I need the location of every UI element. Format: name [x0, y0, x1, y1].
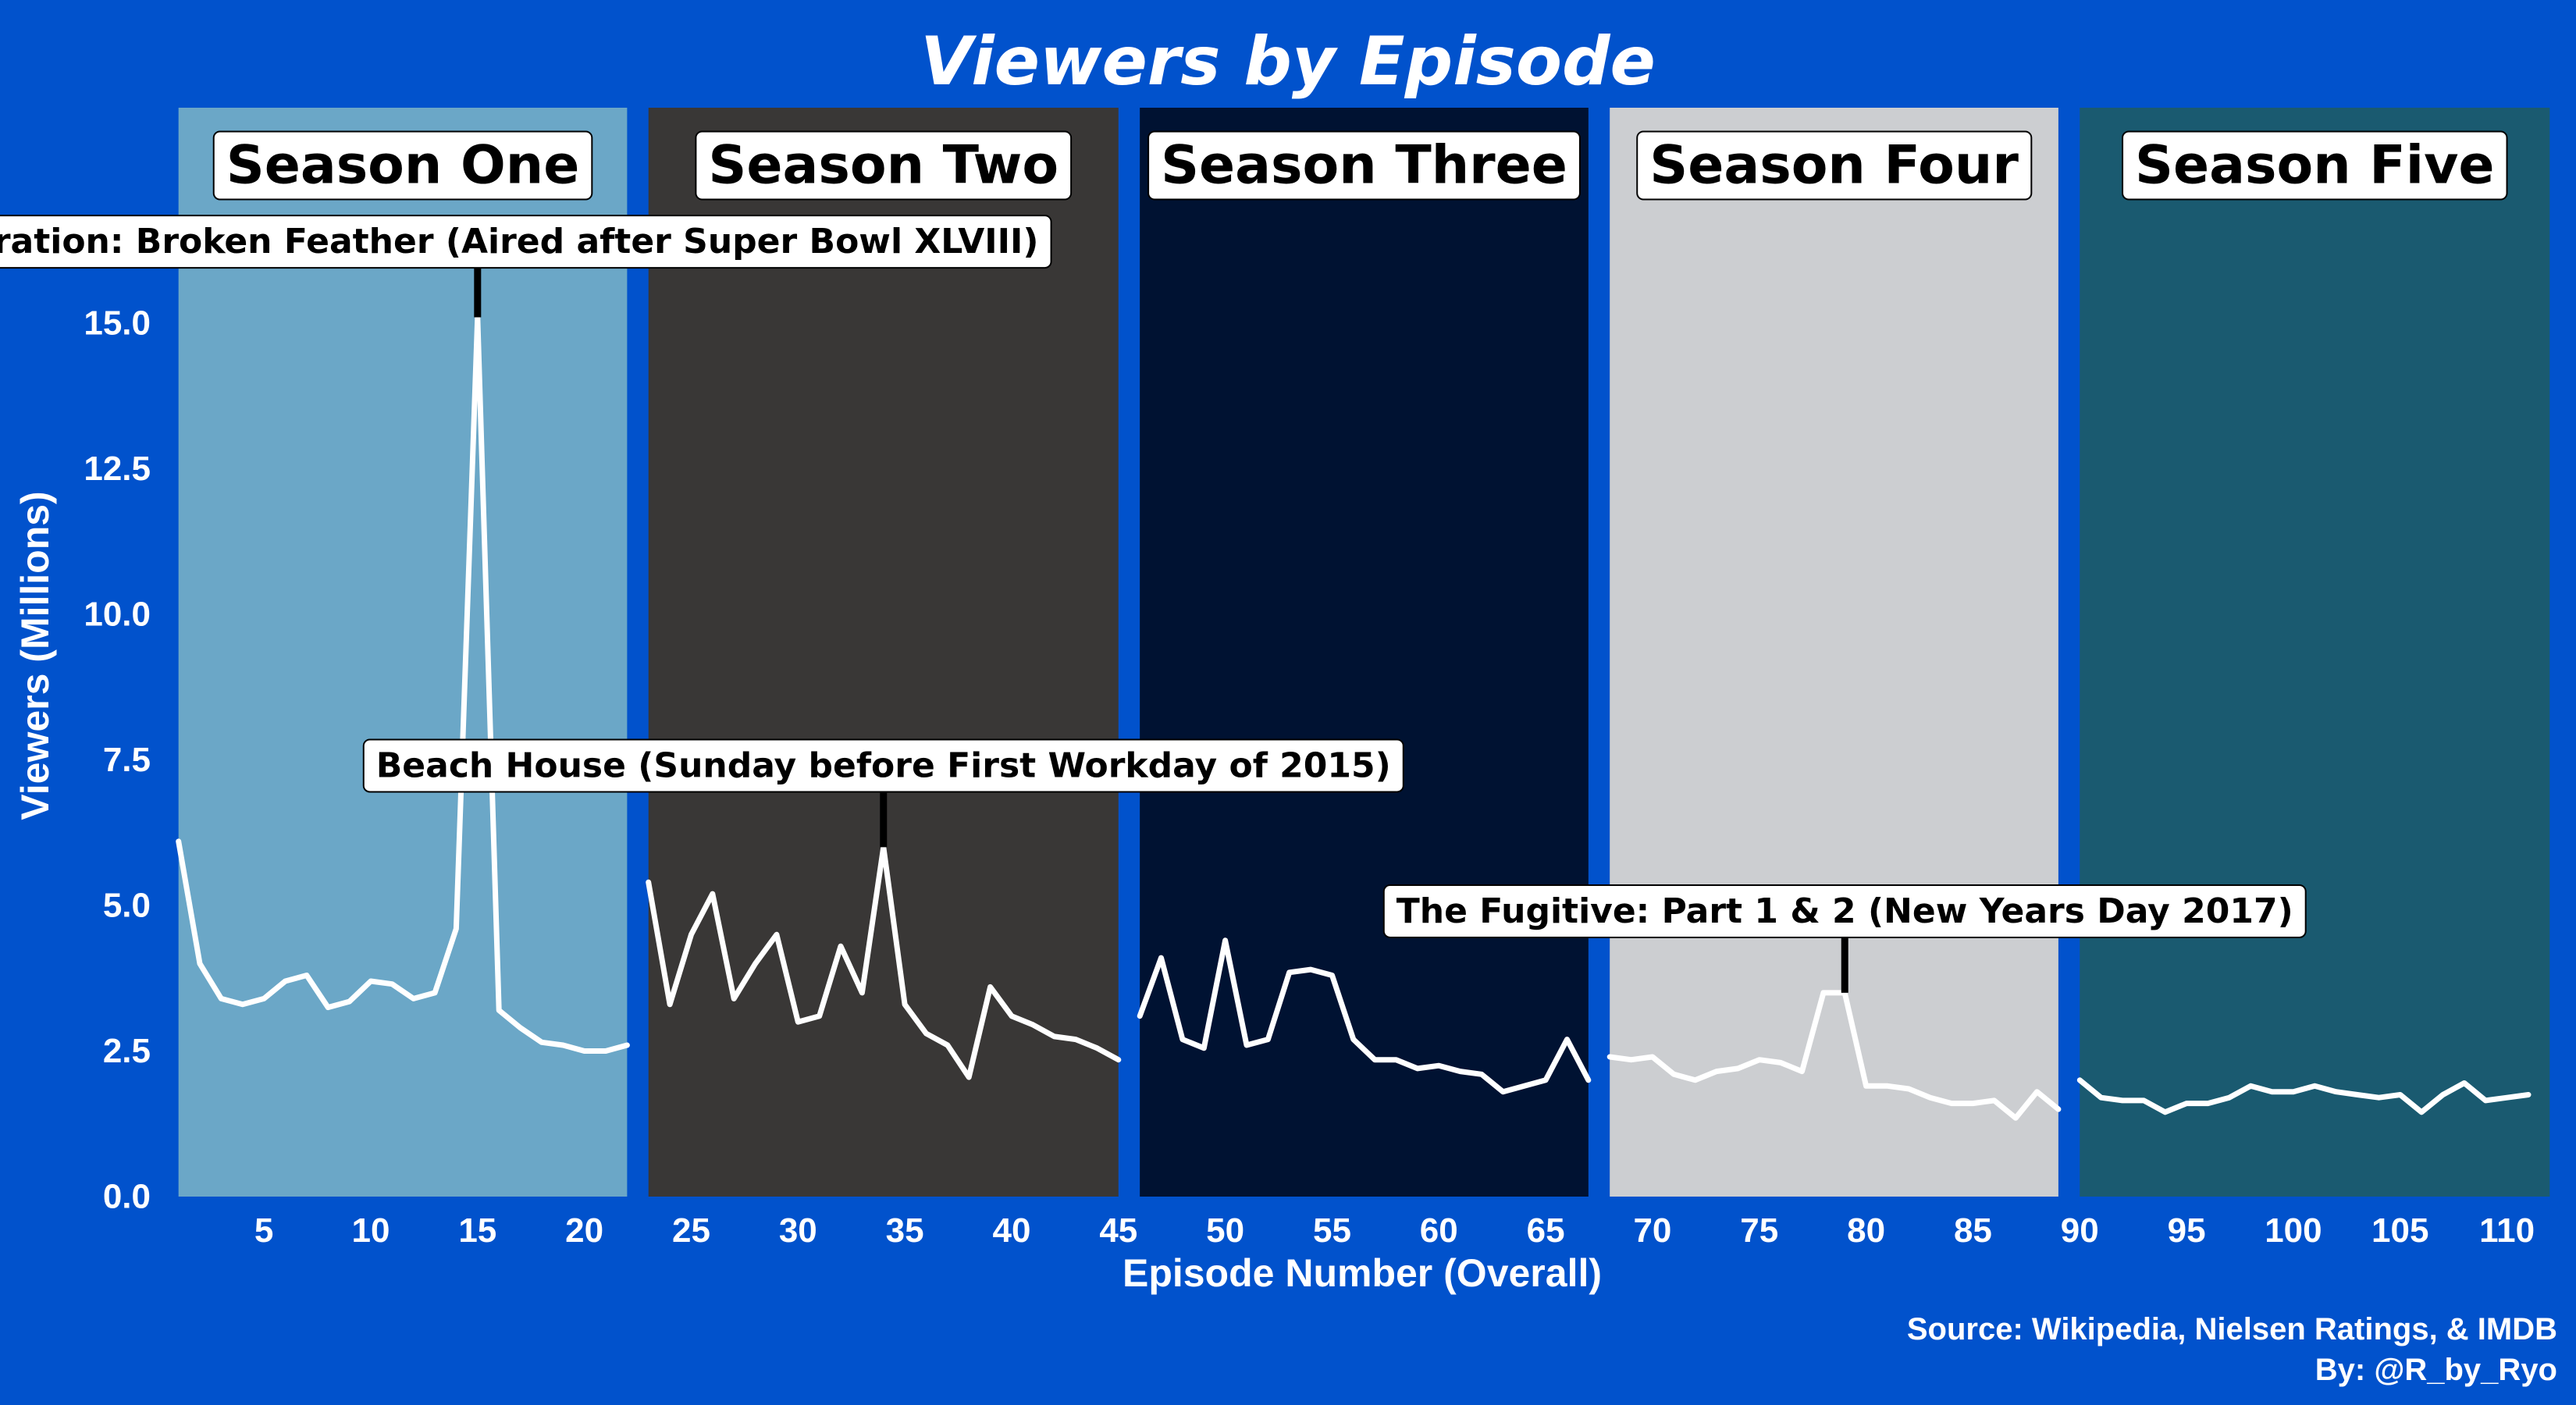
x-tick-label: 110	[2479, 1211, 2535, 1250]
season-label-3: Season Three	[1147, 130, 1581, 201]
caption-author: By: @R_by_Ryo	[2315, 1353, 2557, 1387]
season-label-2: Season Two	[695, 130, 1073, 201]
x-tick-label: 10	[352, 1211, 390, 1250]
season-band-4	[1610, 108, 2058, 1197]
x-tick-label: 50	[1206, 1211, 1244, 1250]
season-band-5	[2080, 108, 2550, 1197]
season-label-5: Season Five	[2122, 130, 2508, 201]
chart-title: Viewers by Episode	[920, 23, 1656, 101]
y-axis-ticks: 0.0 2.5 5.0 7.5 10.0 12.5 15.0	[84, 304, 151, 1216]
season-label-text: Season Three	[1161, 135, 1567, 197]
x-tick-label: 45	[1099, 1211, 1137, 1250]
season-label-text: Season One	[226, 135, 580, 197]
series-line-season-1	[176, 315, 630, 1054]
x-tick-label: 15	[458, 1211, 496, 1250]
series-line-season-5	[2076, 1077, 2532, 1115]
annotation-label: The Fugitive: Part 1 & 2 (New Years Day …	[1397, 891, 2293, 931]
season-label-1: Season One	[212, 130, 593, 201]
x-tick-label: 35	[886, 1211, 924, 1250]
x-tick-label: 20	[565, 1211, 603, 1250]
x-tick-label: 25	[672, 1211, 710, 1250]
series-line-season-4	[1606, 990, 2062, 1121]
y-tick-label: 15.0	[84, 304, 151, 343]
x-tick-label: 40	[992, 1211, 1030, 1250]
y-tick-label: 0.0	[103, 1178, 151, 1216]
x-tick-label: 80	[1847, 1211, 1885, 1250]
annotation-label: Beach House (Sunday before First Workday…	[376, 745, 1391, 785]
annotation-box	[362, 738, 1404, 793]
annotation-2: Beach House (Sunday before First Workday…	[362, 738, 1404, 793]
season-label-text: Season Four	[1649, 135, 2019, 197]
x-tick-label: 60	[1420, 1211, 1458, 1250]
season-label-box	[2122, 130, 2508, 201]
season-label-box	[1636, 130, 2033, 201]
x-tick-label: 5	[254, 1211, 273, 1250]
season-lines	[176, 315, 2532, 1121]
annotation-1: Operation: Broken Feather (Aired after S…	[0, 215, 1052, 269]
y-tick-label: 5.0	[103, 887, 151, 925]
x-tick-label: 65	[1527, 1211, 1565, 1250]
season-labels: Season One Season Two Season Three Season F…	[212, 130, 2508, 201]
x-axis-ticks: 5 10 15 20 25 30 35 40 45 50 55 60 65 70 75 80 85 90 95 100…	[254, 1211, 2535, 1250]
x-tick-label: 55	[1313, 1211, 1351, 1250]
season-label-box	[1147, 130, 1581, 201]
season-bands	[178, 108, 2550, 1197]
x-tick-label: 30	[779, 1211, 817, 1250]
season-band-3	[1140, 108, 1589, 1197]
x-axis-label: Episode Number (Overall)	[1123, 1251, 1602, 1295]
annotation-box	[1382, 884, 2307, 938]
x-tick-label: 105	[2371, 1211, 2428, 1250]
season-label-4: Season Four	[1636, 130, 2033, 201]
x-tick-label: 95	[2168, 1211, 2206, 1250]
x-tick-label: 85	[1954, 1211, 1992, 1250]
x-tick-label: 90	[2061, 1211, 2099, 1250]
season-label-text: Season Two	[708, 135, 1059, 197]
y-axis-label: Viewers (Millions)	[13, 491, 57, 820]
season-band-1	[178, 108, 628, 1197]
annotation-box	[0, 215, 1052, 269]
x-tick-label: 100	[2265, 1211, 2322, 1250]
annotations: Operation: Broken Feather (Aired after S…	[0, 215, 2307, 993]
y-tick-label: 10.0	[84, 596, 151, 634]
season-label-box	[212, 130, 593, 201]
annotation-label: Operation: Broken Feather (Aired after S…	[0, 222, 1039, 261]
caption-source: Source: Wikipedia, Nielsen Ratings, & IM…	[1907, 1312, 2557, 1346]
y-tick-label: 12.5	[84, 450, 151, 488]
season-label-box	[695, 130, 1073, 201]
series-line-season-3	[1137, 937, 1592, 1095]
y-tick-label: 2.5	[103, 1032, 151, 1070]
annotation-3: The Fugitive: Part 1 & 2 (New Years Day …	[1382, 884, 2307, 938]
season-band-2	[648, 108, 1119, 1197]
y-tick-label: 7.5	[103, 741, 151, 779]
x-tick-label: 75	[1740, 1211, 1778, 1250]
season-label-text: Season Five	[2135, 135, 2494, 197]
x-tick-label: 70	[1633, 1211, 1671, 1250]
